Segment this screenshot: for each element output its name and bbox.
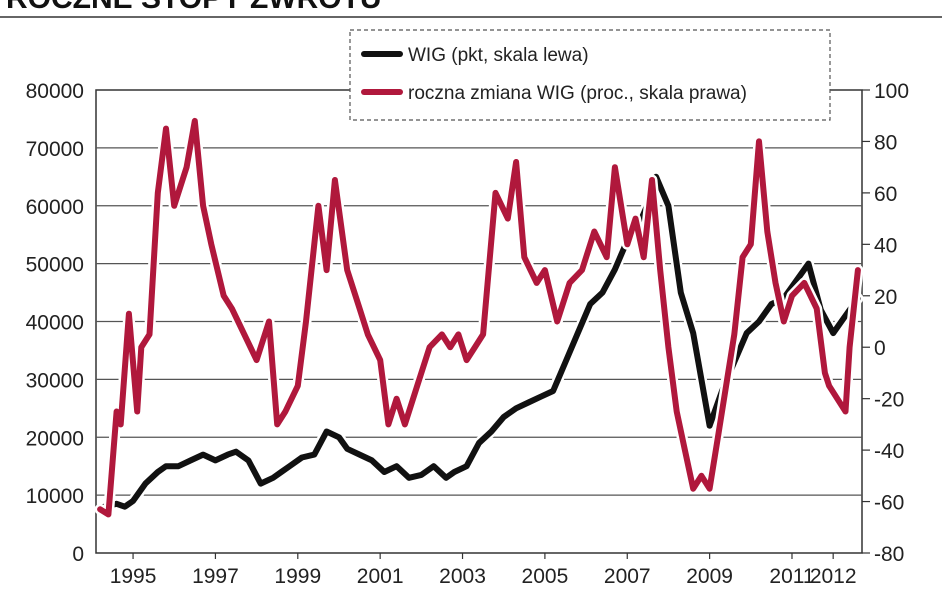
y-right-tick-label: 0 [874, 337, 886, 360]
y-left-tick-label: 50000 [26, 254, 84, 277]
y-left-tick-label: 30000 [26, 369, 84, 392]
x-tick-label: 2005 [522, 565, 569, 588]
y-right-tick-label: 60 [874, 183, 897, 206]
legend: WIG (pkt, skala lewa) roczna zmiana WIG … [349, 29, 831, 121]
legend-label-wig: WIG (pkt, skala lewa) [408, 45, 589, 66]
y-right-tick-label: 20 [874, 286, 897, 309]
y-left-tick-label: 10000 [26, 485, 84, 508]
y-right-tick-label: -60 [874, 492, 904, 515]
y-right-tick-label: 40 [874, 234, 897, 257]
y-right-tick-label: 80 [874, 131, 897, 154]
y-left-tick-label: 20000 [26, 427, 84, 450]
y-axis-left: 80000 70000 60000 50000 40000 30000 20000 10000… [26, 80, 84, 566]
series-layer [94, 115, 864, 520]
x-tick-label: 1997 [192, 565, 239, 588]
x-tick-label: 1999 [274, 565, 321, 588]
x-tick-label: 2001 [357, 565, 404, 588]
y-right-tick-label: -40 [874, 440, 904, 463]
y-right-tick-label: 100 [874, 80, 909, 103]
x-tick-label: 2009 [686, 565, 733, 588]
y-axis-right: 100 80 60 40 20 0 -20 -40 -60 -80 [862, 80, 909, 566]
x-tick-label: 2012 [810, 565, 857, 588]
y-left-tick-label: 80000 [26, 80, 84, 103]
y-left-tick-label: 70000 [26, 138, 84, 161]
y-left-tick-label: 40000 [26, 312, 84, 335]
x-tick-label: 2003 [439, 565, 486, 588]
legend-box [349, 29, 831, 121]
x-tick-label: 2011 [769, 565, 814, 588]
y-right-tick-label: -80 [874, 543, 904, 566]
page-title: ROCZNE STOPY ZWROTU [6, 0, 382, 15]
annual-change-line [97, 117, 861, 518]
y-left-tick-label: 60000 [26, 196, 84, 219]
x-tick-label: 2007 [604, 565, 651, 588]
y-right-tick-label: -20 [874, 389, 904, 412]
x-tick-label: 1995 [110, 565, 157, 588]
y-left-tick-label: 0 [72, 543, 84, 566]
legend-label-change: roczna zmiana WIG (proc., skala prawa) [408, 83, 747, 104]
